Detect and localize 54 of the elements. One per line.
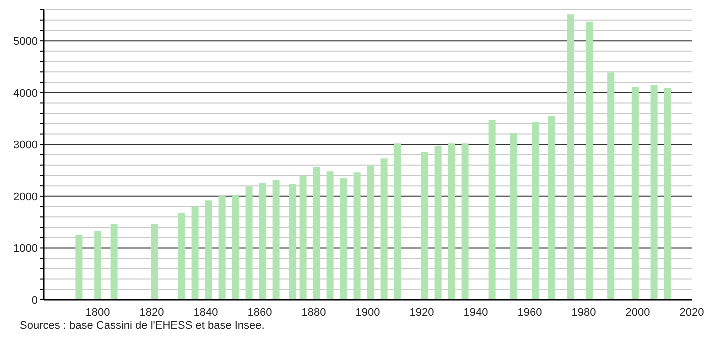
bar [434,146,442,300]
bar [300,176,307,300]
bar [232,195,240,300]
bar [421,152,428,300]
bar [151,224,158,300]
x-tick-label: 1860 [248,306,272,319]
y-tick-label: 1000 [14,243,38,256]
bar [340,178,348,300]
x-tick-label: 1820 [140,306,164,319]
bar [488,120,496,300]
y-tick-label: 4000 [14,88,38,100]
bar [354,172,361,300]
y-tick-label: 0 [32,294,38,307]
y-tick-label: 5000 [14,36,38,48]
x-tick-label: 1980 [572,306,596,319]
bar [313,167,320,300]
bar [586,22,593,300]
bar [448,144,456,300]
bar [632,87,639,300]
bar [218,196,226,300]
bar [532,122,539,300]
bar [259,182,266,300]
bar [367,166,374,300]
x-tick-label: 1900 [356,306,380,319]
x-tick-label: 1960 [518,306,542,319]
x-tick-label: 1880 [302,306,326,319]
bar [110,224,118,300]
source-note: Sources : base Cassini de l'EHESS et base Insee. [20,320,265,332]
bar [548,116,556,300]
bar [246,186,253,300]
bar [178,214,186,300]
bar [380,158,388,300]
bar [326,172,334,300]
bar [664,88,672,300]
x-tick-label: 1800 [86,306,110,319]
bar [272,180,280,300]
x-tick-label: 1940 [464,306,488,319]
bar [608,72,615,300]
x-tick-label: 1920 [410,306,434,319]
y-tick-label: 2000 [14,191,38,204]
bar [567,14,574,300]
bar [76,235,83,300]
x-tick-label: 2000 [626,306,650,319]
bar [192,206,199,300]
bar [94,231,102,300]
bar [205,200,212,300]
bar [289,184,296,300]
bar [650,85,658,300]
x-tick-label: 2020 [680,306,704,319]
bar [510,133,518,300]
bar [462,144,469,300]
y-tick-label: 3000 [14,140,38,152]
x-tick-label: 1840 [194,306,218,319]
bar [394,144,402,300]
